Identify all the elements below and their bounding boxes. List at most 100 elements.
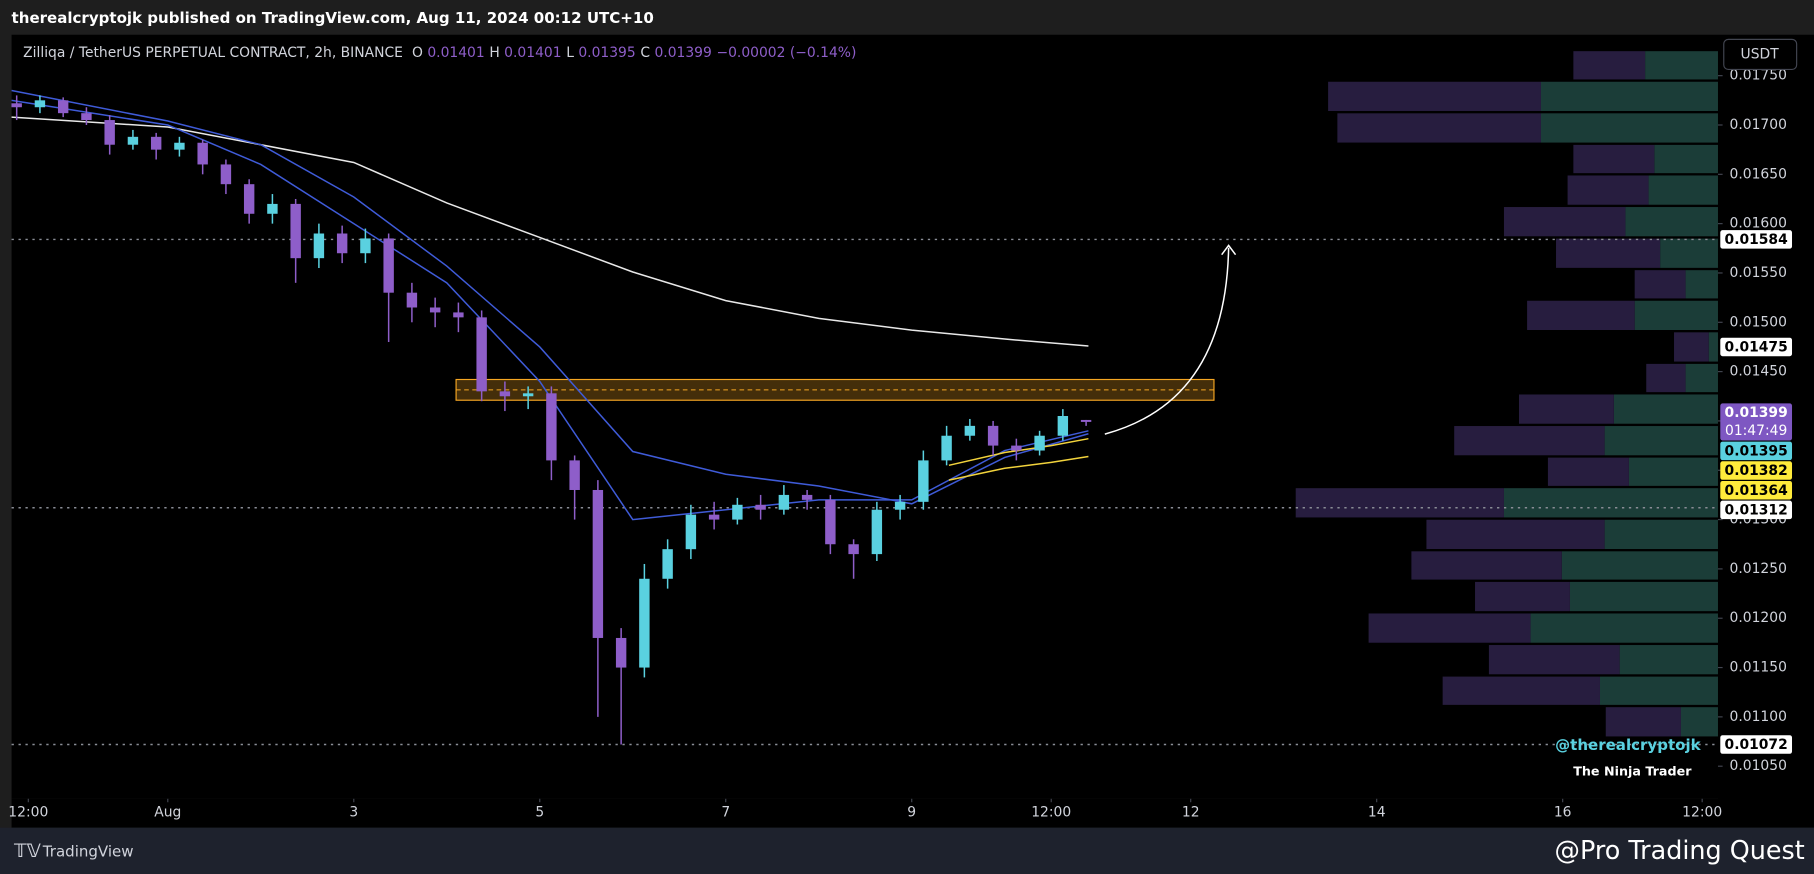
legend-value: 0.01401 — [504, 45, 561, 61]
candle-body — [825, 499, 836, 545]
candle-body — [592, 489, 604, 638]
watermark-handle: @therealcryptojk — [1555, 736, 1702, 754]
profile-down — [1442, 676, 1600, 705]
candle-body — [267, 203, 278, 214]
price-tag-label: 0.01395 — [1725, 443, 1788, 459]
axes: 0.01050 0.01100 0.01150 0.01200 0.01250 0.013… — [8, 68, 1787, 821]
y-tick-label: 0.01650 — [1730, 166, 1787, 182]
candle-body — [499, 391, 511, 397]
price-tag — [1720, 735, 1793, 754]
profile-up — [1708, 332, 1718, 362]
candle-body — [360, 238, 371, 254]
watermark-name: The Ninja Trader — [1573, 764, 1692, 779]
candle-body — [220, 164, 232, 185]
candle-body — [708, 514, 720, 520]
profile-up — [1604, 426, 1718, 456]
candle-body — [801, 494, 813, 500]
candle-body — [174, 142, 185, 150]
profile-down — [1503, 207, 1626, 237]
profile-down — [1426, 519, 1605, 550]
price-tag — [1720, 480, 1793, 500]
profile-down — [1567, 175, 1649, 205]
indicator-line — [948, 437, 1089, 467]
y-tick-label: 0.01250 — [1730, 561, 1787, 577]
legend-part: L — [566, 45, 574, 61]
footer-bar — [0, 827, 1814, 874]
plot-area — [11, 34, 1718, 799]
profile-up — [1604, 519, 1718, 550]
profile-down — [1337, 113, 1541, 143]
candle-body — [1011, 445, 1022, 451]
profile-up — [1540, 81, 1718, 112]
price-tag-label: 0.01399 — [1725, 405, 1788, 421]
profile-down — [1368, 613, 1531, 643]
candle-body — [243, 184, 255, 214]
y-tick-label: 0.01200 — [1730, 610, 1787, 626]
price-tag — [1720, 500, 1793, 520]
candle-body — [987, 425, 999, 446]
candle-body — [336, 233, 348, 254]
profile-up — [1680, 707, 1718, 737]
price-tag-label: 0.01584 — [1725, 232, 1789, 248]
time-axis — [11, 798, 1718, 828]
price-tag — [1720, 403, 1793, 441]
profile-down — [1573, 144, 1655, 174]
candle-body — [11, 103, 22, 108]
profile-down — [1295, 488, 1504, 518]
profile-up — [1613, 394, 1718, 424]
y-tick-label: 0.01450 — [1730, 364, 1787, 380]
ohlc-legend: Zilliqa / TetherUS PERPETUAL CONTRACT, 2… — [23, 45, 856, 61]
candle-body — [453, 312, 464, 318]
candle-body — [918, 460, 929, 502]
currency-label[interactable]: USDT — [1741, 46, 1780, 62]
legend-part: −0.00002 (−0.14%) — [716, 45, 856, 61]
profile-down — [1605, 707, 1681, 737]
profile-down — [1573, 51, 1646, 80]
profile-down — [1674, 332, 1709, 362]
candle-body — [639, 578, 650, 668]
profile-up — [1625, 207, 1718, 237]
x-tick-label: Aug — [154, 805, 181, 821]
candle-body — [522, 393, 534, 397]
profile-up — [1561, 551, 1718, 580]
legend-part: O — [412, 45, 423, 61]
arrow-head — [1221, 244, 1237, 256]
candle-body — [546, 393, 557, 461]
candle-body — [34, 100, 46, 108]
candle-body — [964, 425, 976, 436]
profile-down — [1634, 270, 1686, 299]
countdown: 01:47:49 — [1725, 423, 1787, 439]
candle-body — [197, 142, 208, 165]
price-tag-label: 0.01382 — [1725, 463, 1788, 479]
y-tick-label: 0.01100 — [1730, 709, 1787, 725]
profile-down — [1556, 238, 1661, 268]
y-tick-label: 0.01550 — [1730, 265, 1787, 281]
candle-body — [755, 504, 766, 510]
candle-body — [871, 509, 883, 555]
x-tick-label: 12:00 — [1682, 805, 1722, 821]
candle-body — [104, 120, 115, 145]
profile-up — [1569, 581, 1718, 612]
x-tick-label: 12:00 — [1031, 805, 1071, 821]
candle-body — [685, 514, 697, 550]
profile-up — [1540, 113, 1718, 143]
profile-down — [1454, 426, 1605, 456]
price-tags: 0.01584 0.01475 0.01399 01:47:49 0.01395 0.01… — [1720, 230, 1793, 754]
profile-down — [1527, 300, 1635, 331]
x-tick-label: 7 — [721, 805, 730, 821]
candle-body — [894, 501, 906, 510]
indicator-line — [948, 455, 1089, 481]
legend-part: C — [640, 45, 650, 61]
profile-up — [1619, 645, 1718, 675]
legend-value: 0.01395 — [578, 45, 635, 61]
candle-body — [476, 317, 487, 392]
price-tag-label: 0.01072 — [1725, 737, 1788, 753]
profile-down — [1475, 581, 1570, 612]
legend-part: H — [489, 45, 499, 61]
candle-body — [1034, 435, 1045, 451]
profile-down — [1547, 457, 1629, 486]
candle-body — [848, 544, 859, 555]
currency-button[interactable] — [1723, 38, 1798, 71]
price-tag — [1720, 337, 1793, 357]
